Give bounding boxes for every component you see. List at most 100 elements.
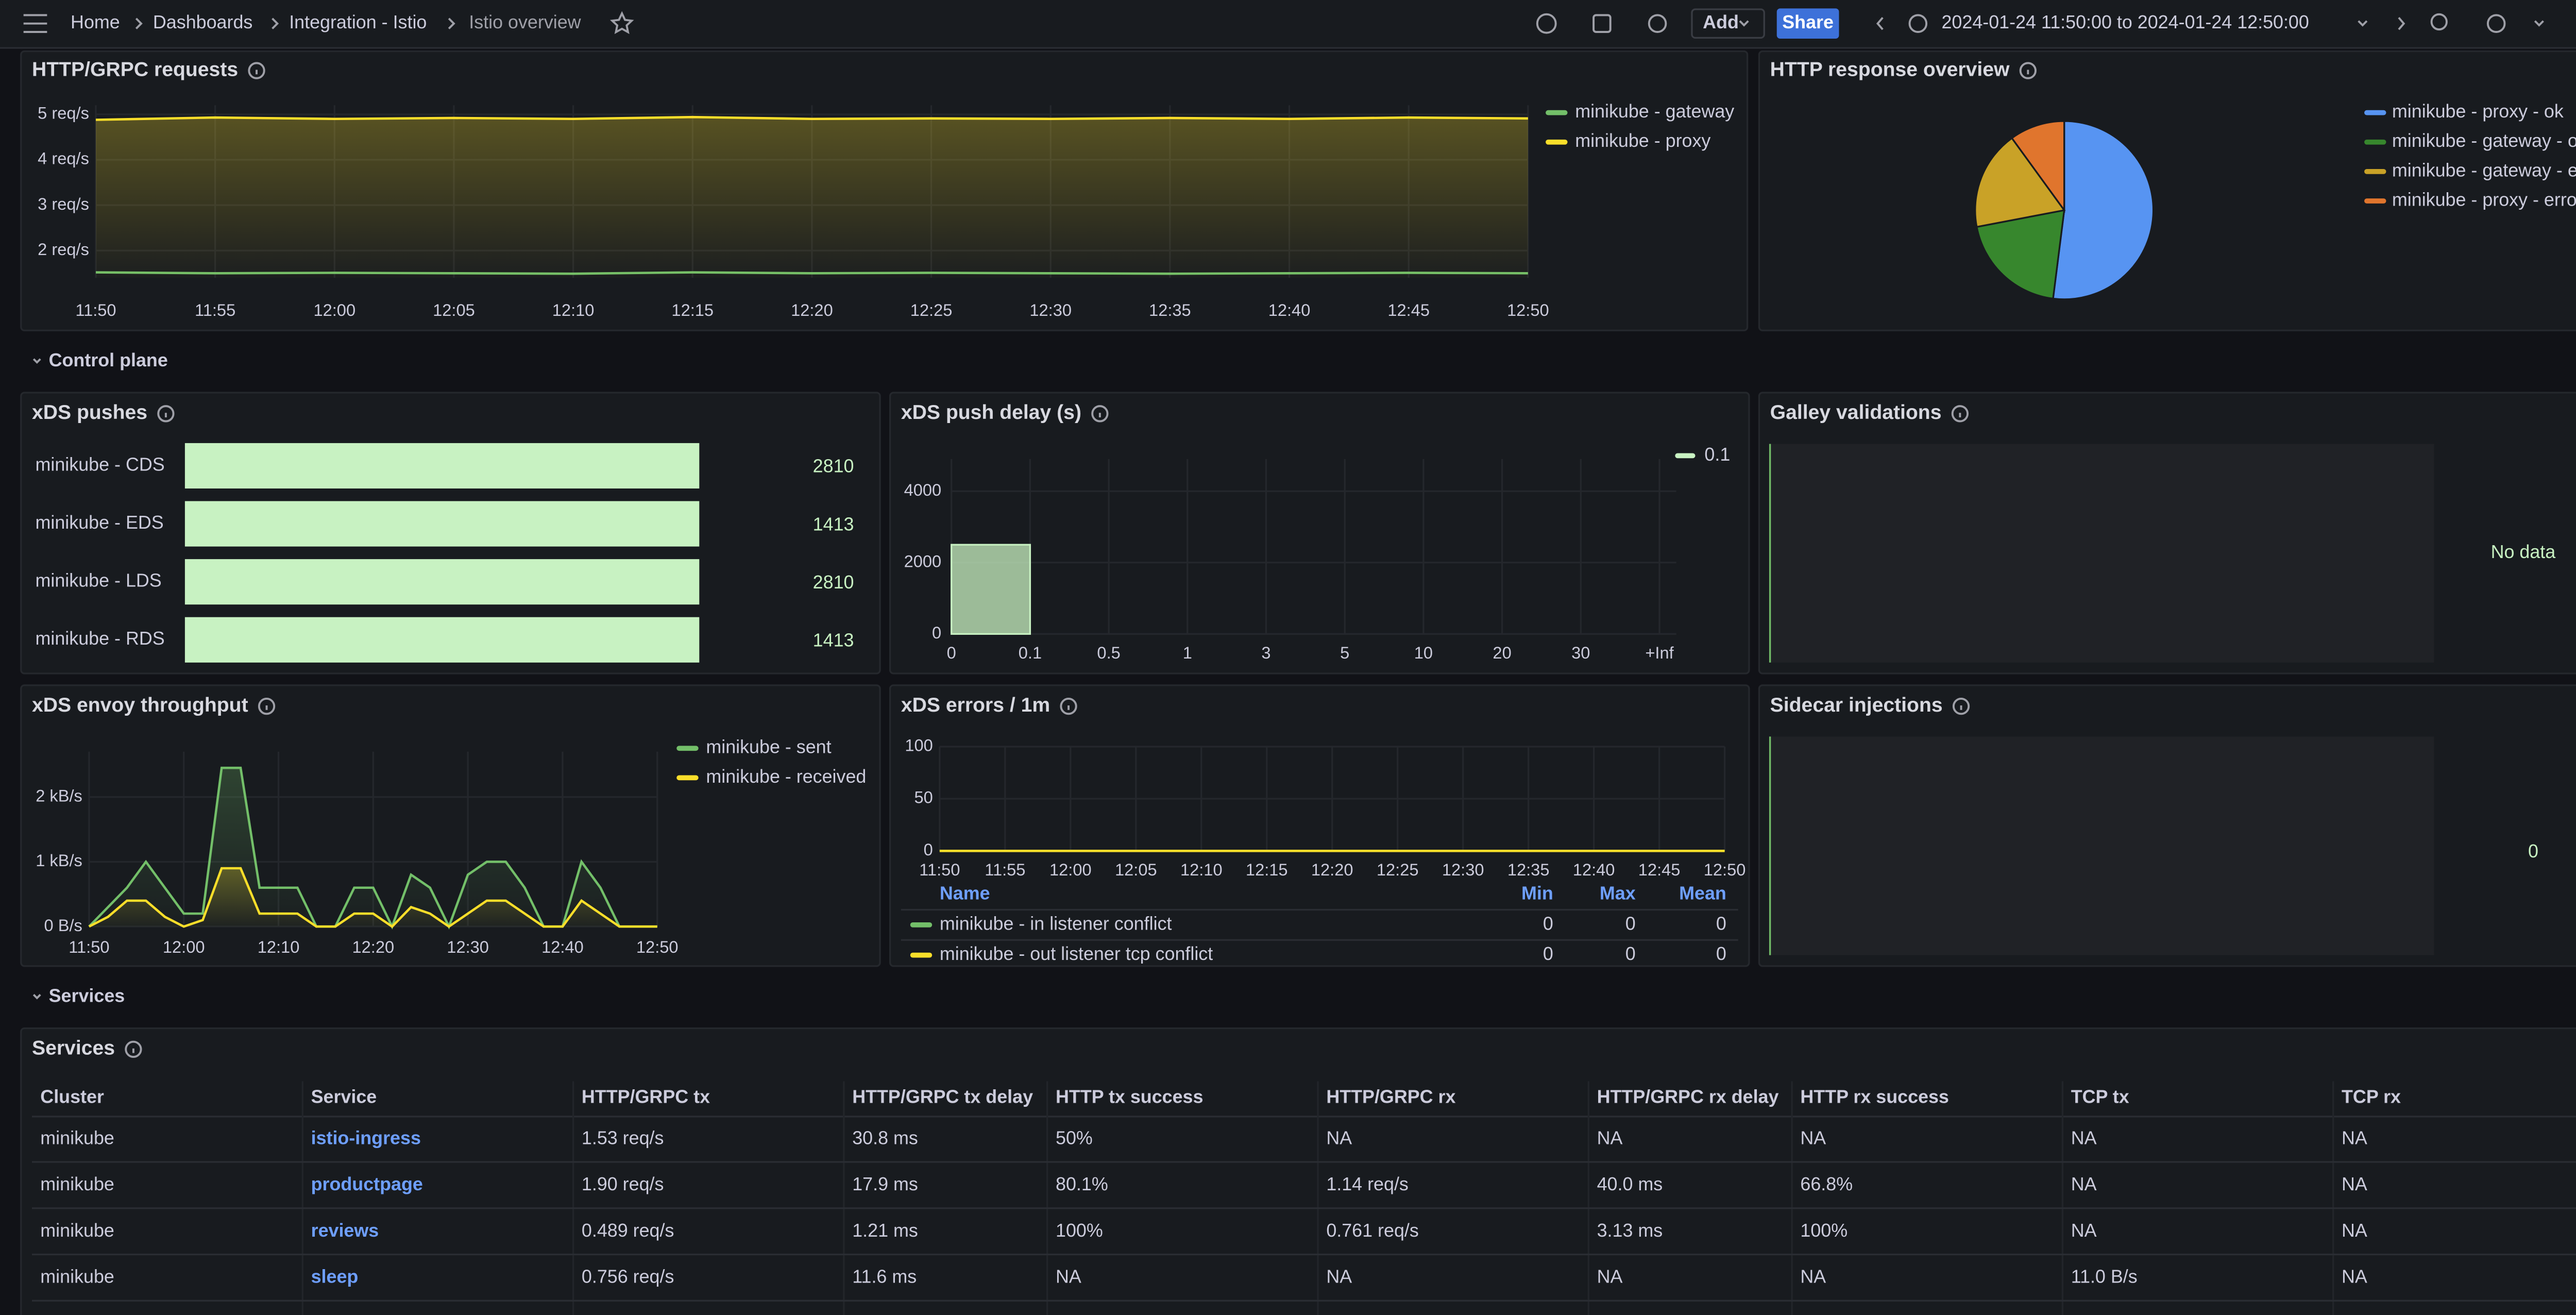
x-tick-label: 12:35 [1507,860,1550,879]
x-tick-label: 12:00 [163,937,205,956]
x-tick-label: 11:50 [919,860,960,879]
table-cell: NA [2342,1267,2367,1287]
legend-value: 0 [1625,913,1636,934]
table-cell: 11.0 B/s [2071,1267,2138,1287]
table-cell: 66.8% [1800,1174,1853,1194]
x-tick-label: 5 [1340,643,1349,662]
add-button-label[interactable]: Add [1703,12,1739,32]
service-link[interactable]: sleep [311,1267,359,1287]
y-tick-label: 1 kB/s [36,851,82,870]
x-tick-label: 0.1 [1019,643,1042,662]
stat-no-data: No data [2491,542,2556,562]
row-title[interactable]: Control plane [49,350,168,370]
table-cell: NA [2071,1127,2097,1148]
table-cell: NA [1800,1267,1826,1287]
row-title[interactable]: Services [49,986,125,1006]
x-tick-label: 11:50 [75,300,116,319]
table-header[interactable]: HTTP/GRPC tx [582,1087,710,1107]
x-tick-label: 30 [1571,643,1590,662]
legend-label[interactable]: minikube - in listener conflict [940,913,1172,934]
table-header[interactable]: TCP tx [2071,1087,2129,1107]
table-cell: 1.53 req/s [582,1127,664,1148]
table-header[interactable]: HTTP tx success [1056,1087,1203,1107]
table-cell: 40.0 ms [1597,1174,1663,1194]
y-tick-label: 0 B/s [44,916,82,935]
x-tick-label: 20 [1493,643,1511,662]
panel [21,1029,2576,1315]
legend-label[interactable]: minikube - sent [706,737,831,757]
bar-value: 2810 [813,572,854,593]
x-tick-label: 12:15 [1246,860,1288,879]
x-tick-label: 1 [1183,643,1192,662]
legend-value: 0 [1625,943,1636,964]
table-cell: 100% [1800,1220,1848,1241]
table-cell: minikube [40,1267,114,1287]
x-tick-label: 12:20 [352,937,395,956]
panel-title: Services [32,1037,115,1059]
legend-header: Mean [1679,883,1726,904]
x-tick-label: 12:20 [791,300,833,319]
table-cell: NA [1597,1267,1623,1287]
table-header[interactable]: HTTP/GRPC tx delay [852,1087,1033,1107]
breadcrumb-link[interactable]: Dashboards [153,12,252,32]
legend-label[interactable]: minikube - proxy [1575,130,1710,151]
share-button-label[interactable]: Share [1782,12,1834,32]
legend-label[interactable]: minikube - proxy - error [2392,189,2576,210]
area-fill [96,117,1528,278]
y-tick-label: 4000 [904,480,942,499]
legend-value: 0 [1543,913,1553,934]
table-header[interactable]: HTTP rx success [1800,1087,1948,1107]
table-cell: 1.90 req/s [582,1174,664,1194]
stat-graph-area [1768,736,2434,955]
x-tick-label: 12:00 [313,300,355,319]
breadcrumb-link[interactable]: Home [71,12,120,32]
bar-label: minikube - LDS [36,570,162,591]
stat-value: 0 [2528,841,2538,862]
table-header[interactable]: HTTP/GRPC rx delay [1597,1087,1779,1107]
x-tick-label: 12:05 [433,300,475,319]
x-tick-label: 12:40 [1573,860,1615,879]
legend-label[interactable]: minikube - proxy - ok [2392,101,2564,122]
service-link[interactable]: reviews [311,1220,379,1241]
x-tick-label: 12:40 [1268,300,1311,319]
legend-label[interactable]: minikube - out listener tcp conflict [940,943,1213,964]
table-cell: minikube [40,1174,114,1194]
legend-label[interactable]: minikube - received [706,766,866,787]
stat-graph-area [1768,444,2434,663]
table-cell: 11.6 ms [852,1267,917,1287]
x-tick-label: 12:15 [671,300,714,319]
x-tick-label: 12:35 [1149,300,1191,319]
table-cell: minikube [40,1127,114,1148]
bar-label: minikube - CDS [36,454,165,475]
legend-label[interactable]: minikube - gateway - ok [2392,130,2576,151]
table-header[interactable]: Service [311,1087,377,1107]
bar-value: 1413 [813,514,854,534]
x-tick-label: 10 [1414,643,1433,662]
table-cell: 17.9 ms [852,1174,918,1194]
y-tick-label: 2000 [904,551,942,570]
table-cell: NA [2342,1127,2367,1148]
service-link[interactable]: productpage [311,1174,423,1194]
legend-label[interactable]: 0.1 [1704,444,1730,465]
panel-title: HTTP/GRPC requests [32,58,238,80]
breadcrumb-link[interactable]: Integration - Istio [289,12,427,32]
table-cell: 1.14 req/s [1326,1174,1409,1194]
legend-header: Name [940,883,990,904]
service-link[interactable]: istio-ingress [311,1127,421,1148]
legend-label[interactable]: minikube - gateway [1575,101,1734,122]
table-header[interactable]: TCP rx [2342,1087,2401,1107]
table-cell: NA [2342,1174,2367,1194]
legend-label[interactable]: minikube - gateway - error [2392,160,2576,180]
x-tick-label: 12:20 [1311,860,1353,879]
table-cell: 100% [1056,1220,1103,1241]
table-header[interactable]: HTTP/GRPC rx [1326,1087,1455,1107]
table-header[interactable]: Cluster [40,1087,104,1107]
time-range-picker[interactable]: 2024-01-24 11:50:00 to 2024-01-24 12:50:… [1941,12,2309,32]
legend-value: 0 [1543,943,1553,964]
x-tick-label: 12:10 [1180,860,1223,879]
x-tick-label: 12:25 [1377,860,1419,879]
panel-title: xDS push delay (s) [901,401,1081,424]
x-tick-label: 12:10 [258,937,300,956]
table-cell: 30.8 ms [852,1127,918,1148]
y-tick-label: 3 req/s [38,194,89,213]
